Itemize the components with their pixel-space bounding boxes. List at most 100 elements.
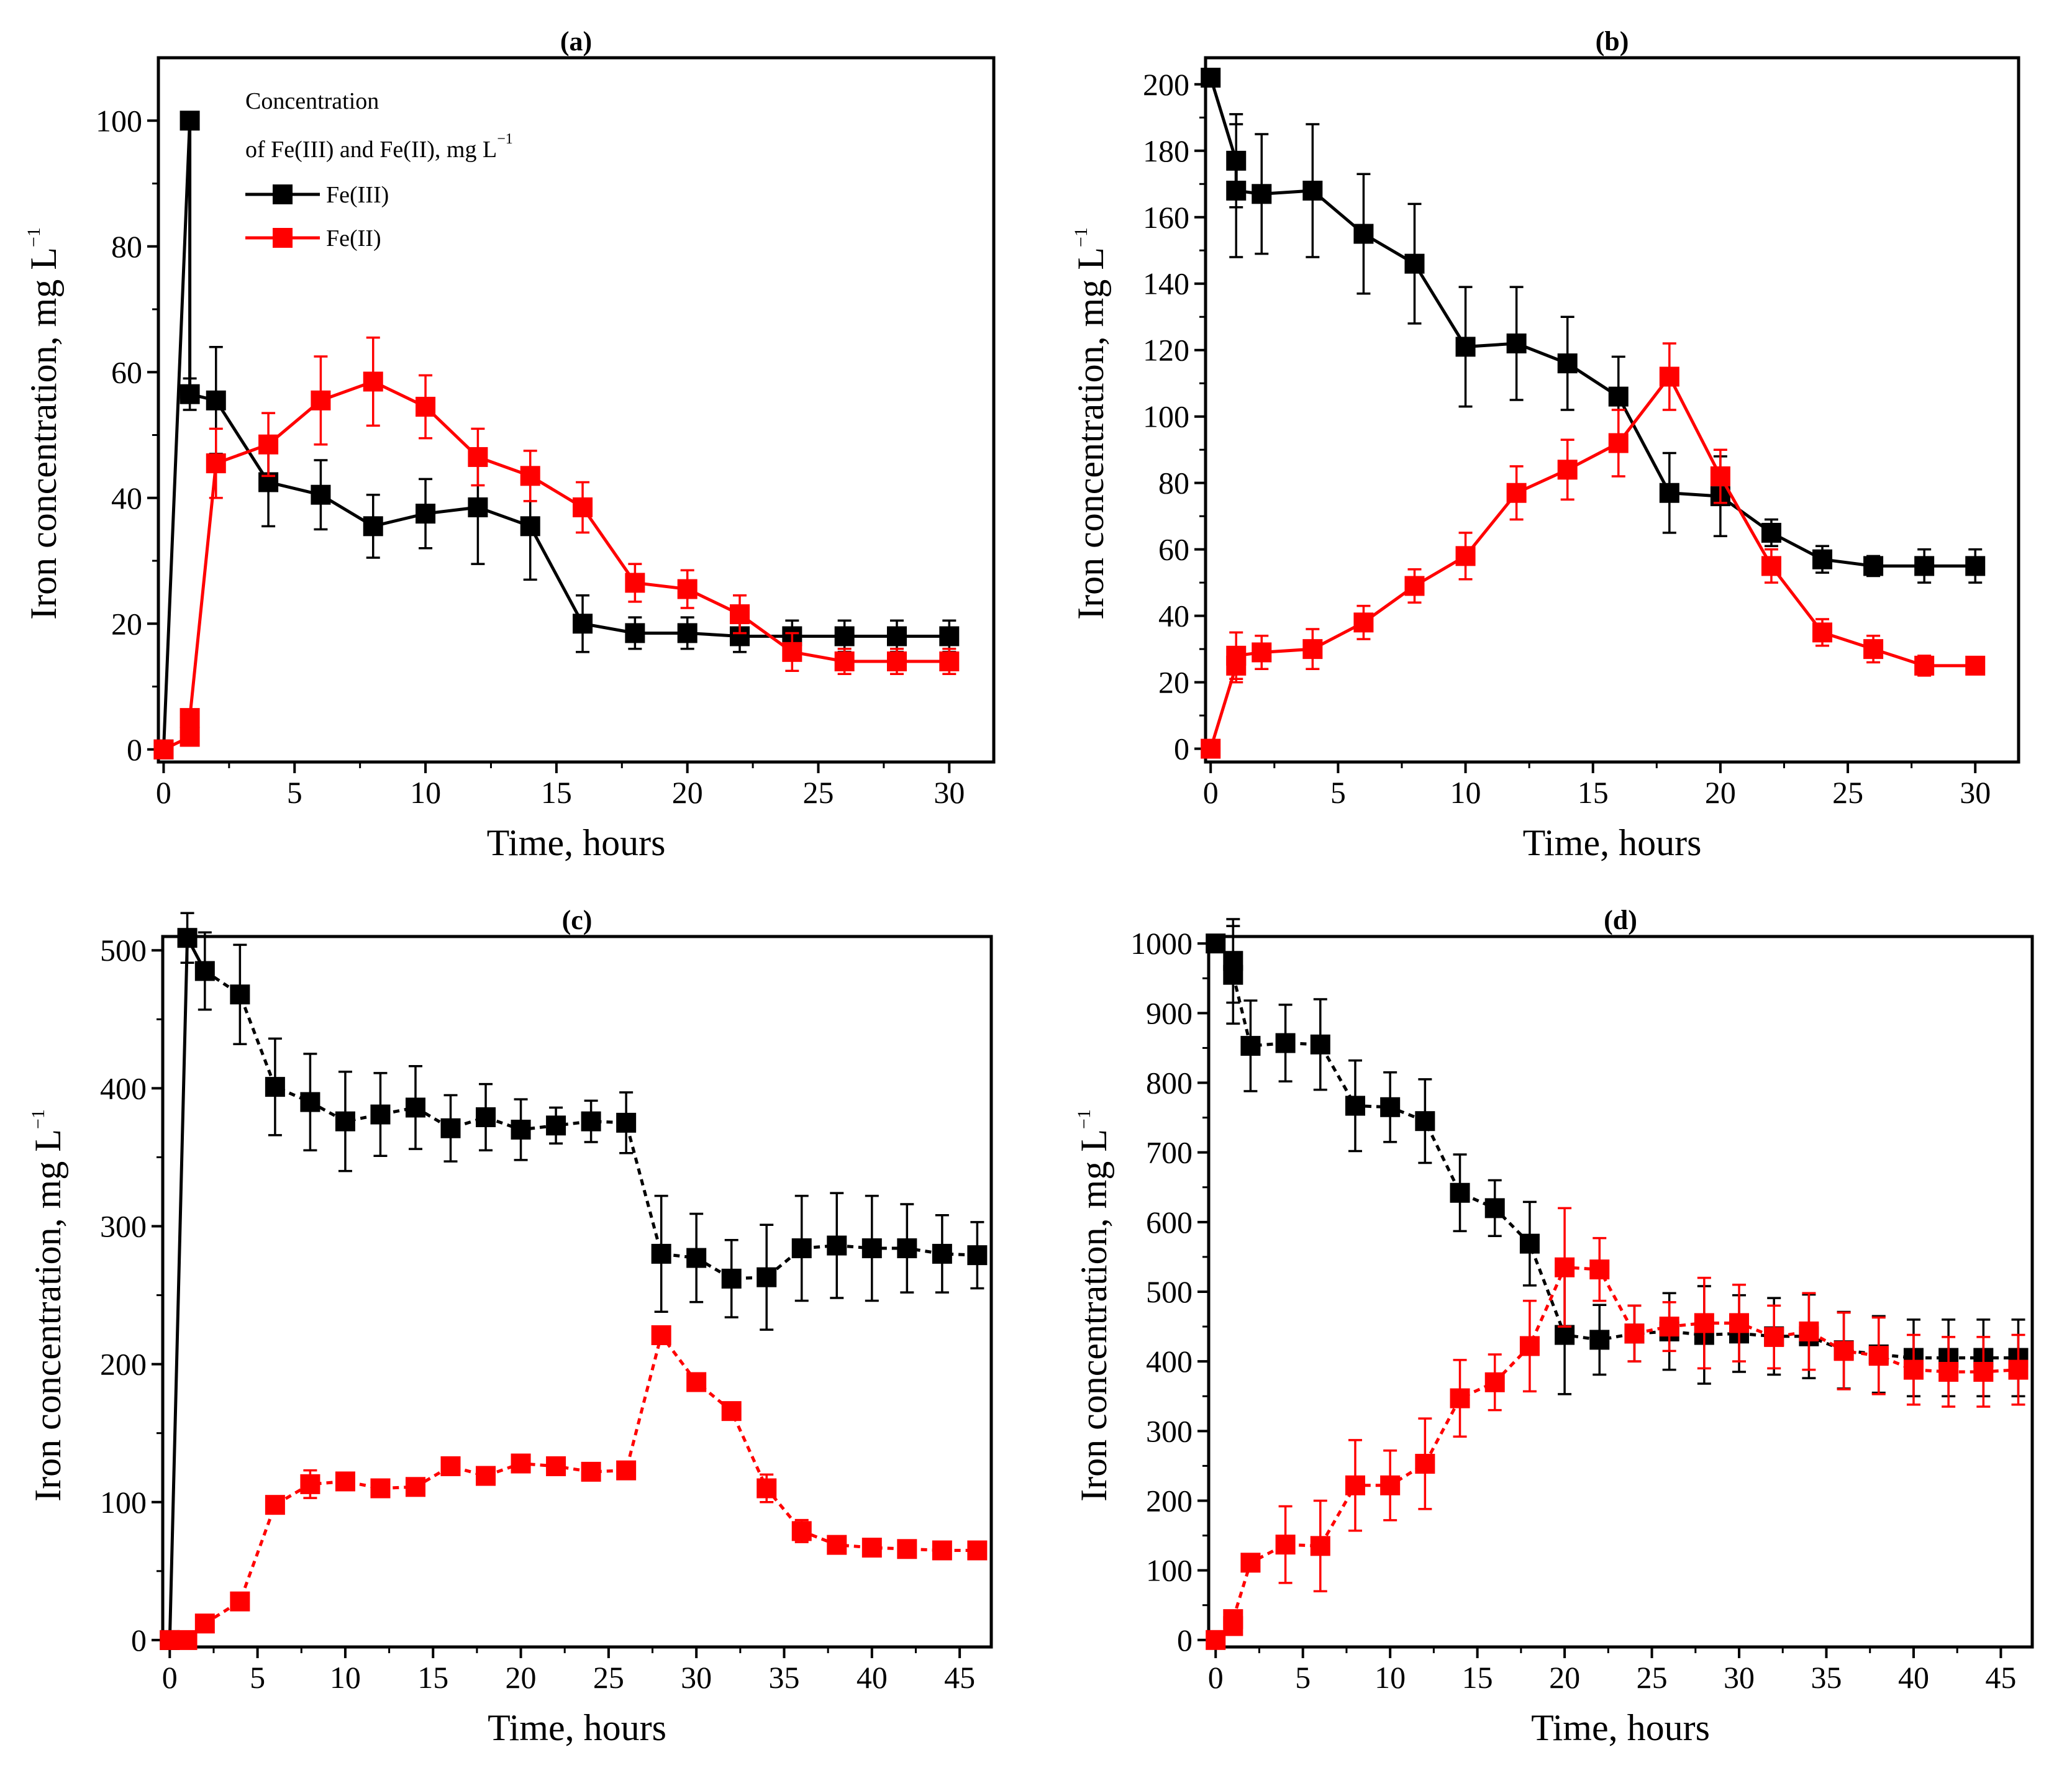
data-point <box>1659 366 1679 387</box>
data-point <box>1455 337 1476 357</box>
data-point <box>834 651 855 671</box>
data-point <box>468 447 488 467</box>
series-feii <box>160 1325 988 1650</box>
y-axis-label-superscript: −1 <box>1071 227 1091 247</box>
data-point <box>177 928 198 948</box>
y-tick-label: 300 <box>1146 1413 1193 1448</box>
data-point <box>1450 1388 1470 1408</box>
x-tick-label: 0 <box>162 1660 178 1695</box>
y-tick-label: 120 <box>1143 333 1189 368</box>
data-point <box>791 1521 812 1541</box>
data-point <box>258 434 279 455</box>
y-axis-label: Iron concentration, mg L−1 <box>1070 227 1111 620</box>
y-tick-label: 0 <box>127 732 142 767</box>
data-point <box>440 1118 461 1138</box>
data-point <box>1519 1233 1540 1254</box>
x-tick-label: 0 <box>156 775 171 810</box>
x-tick-label: 30 <box>681 1660 712 1695</box>
x-tick-label: 45 <box>1985 1660 2016 1695</box>
legend-entry-label: Fe(III) <box>326 182 389 208</box>
y-tick-label: 0 <box>131 1623 147 1658</box>
data-point <box>265 1495 285 1515</box>
series-line-dashed <box>204 1331 978 1625</box>
series-feii <box>153 336 960 760</box>
data-point <box>1973 1361 1994 1382</box>
y-tick-label: 100 <box>1143 399 1189 434</box>
y-tick-label: 200 <box>1146 1483 1193 1518</box>
data-point <box>1608 433 1629 453</box>
data-point <box>686 1248 707 1268</box>
data-point <box>1833 1341 1854 1361</box>
data-point <box>1903 1359 1924 1380</box>
data-point <box>468 497 488 517</box>
data-point <box>1799 1321 1819 1341</box>
data-point <box>730 604 750 625</box>
x-tick-label: 5 <box>1330 775 1346 810</box>
data-point <box>1252 184 1272 204</box>
data-point <box>834 626 855 646</box>
y-tick-label: 20 <box>1158 665 1189 700</box>
data-point <box>1310 1034 1330 1055</box>
x-tick-label: 15 <box>1578 775 1609 810</box>
data-point <box>1863 639 1884 660</box>
data-point <box>476 1466 496 1486</box>
data-point <box>1302 639 1323 660</box>
data-point <box>616 1112 637 1133</box>
series-line-dashed <box>204 969 978 1281</box>
panel-title: (d) <box>1604 905 1637 935</box>
data-point <box>1415 1111 1435 1132</box>
plot-frame <box>1207 935 2034 1649</box>
data-point <box>1506 483 1527 503</box>
series-line <box>1209 77 1976 568</box>
x-axis-label: Time, hours <box>487 822 666 863</box>
data-point <box>757 1478 777 1499</box>
data-point <box>721 1268 742 1289</box>
data-point <box>677 579 697 599</box>
data-point <box>1761 522 1781 543</box>
data-point <box>1519 1336 1540 1356</box>
y-axis-label-superscript: −1 <box>1074 1109 1094 1129</box>
y-tick-label: 40 <box>1158 599 1189 633</box>
y-tick-label: 300 <box>100 1209 147 1243</box>
data-point <box>625 573 645 593</box>
plot-frame <box>1204 56 2020 764</box>
legend-title-line1: Concentration <box>245 88 379 114</box>
y-tick-label: 160 <box>1143 200 1189 235</box>
plot-frame <box>157 56 996 764</box>
data-point <box>153 739 174 760</box>
data-point <box>1812 549 1833 569</box>
data-point <box>1694 1313 1714 1333</box>
y-tick-label: 900 <box>1146 996 1193 1030</box>
x-tick-label: 10 <box>410 775 441 810</box>
data-point <box>311 390 331 410</box>
y-tick-label: 100 <box>1146 1553 1193 1588</box>
y-tick-label: 100 <box>96 103 142 138</box>
data-point <box>1624 1323 1645 1344</box>
x-tick-label: 10 <box>1450 775 1481 810</box>
data-point <box>230 984 250 1005</box>
x-tick-label: 20 <box>1549 1660 1580 1695</box>
y-axis-label-text: Iron concentration, mg L <box>1073 1129 1114 1502</box>
data-point <box>1353 224 1374 244</box>
x-tick-label: 20 <box>672 775 703 810</box>
data-point <box>265 1077 285 1097</box>
data-point <box>616 1460 637 1481</box>
x-tick-label: 30 <box>1960 775 1991 810</box>
data-point <box>939 626 960 646</box>
data-point <box>1223 964 1243 985</box>
y-tick-label: 0 <box>1177 1623 1193 1658</box>
series-line-dashed <box>1231 1266 2019 1620</box>
y-tick-label: 20 <box>111 606 142 641</box>
data-point <box>335 1471 355 1492</box>
data-point <box>1310 1536 1330 1556</box>
chart-panel-b: (b) 0 5 10 15 20 25 30 0 20 40 60 80 100 120 140 160 180 2… <box>1070 26 2020 863</box>
data-point <box>1275 1033 1296 1053</box>
y-tick-label: 500 <box>1146 1274 1193 1309</box>
data-point <box>967 1245 988 1266</box>
data-point <box>827 1235 847 1256</box>
data-point <box>1965 556 1986 576</box>
data-point <box>1353 612 1374 633</box>
data-point <box>335 1111 355 1132</box>
data-point <box>1659 483 1679 503</box>
data-point <box>581 1461 601 1482</box>
